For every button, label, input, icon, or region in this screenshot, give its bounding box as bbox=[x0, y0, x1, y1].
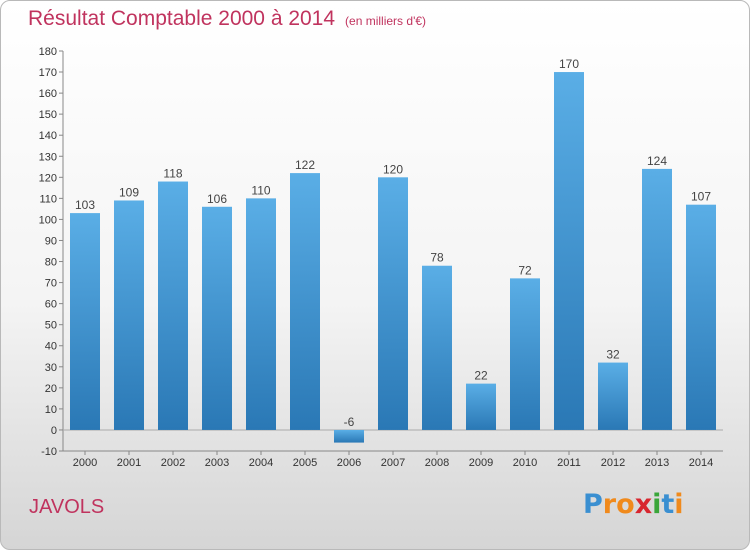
title-unit: (en milliers d'€) bbox=[345, 14, 427, 28]
title-text: Résultat Comptable 2000 à 2014 bbox=[28, 7, 336, 30]
bar-2012[interactable] bbox=[598, 362, 628, 430]
data-label-2002: 118 bbox=[163, 167, 182, 181]
data-label-2014: 107 bbox=[691, 190, 711, 204]
data-label-2003: 106 bbox=[207, 192, 227, 206]
bar-2000[interactable] bbox=[70, 213, 100, 430]
data-label-2006: -6 bbox=[344, 415, 355, 429]
x-tick-label: 2014 bbox=[689, 457, 713, 469]
axes: -10 0 10 20 30 40 50 60 70 80 90 100 110 120 130 140 150… bbox=[39, 46, 723, 469]
chart-title: Résultat Comptable 2000 à 2014 (en millie… bbox=[28, 7, 426, 31]
y-tick-label: 10 bbox=[45, 404, 57, 416]
x-tick-label: 2009 bbox=[469, 457, 493, 469]
bar-2011[interactable] bbox=[554, 72, 584, 430]
bar-2013[interactable] bbox=[642, 168, 672, 430]
bar-2005[interactable] bbox=[290, 173, 320, 430]
x-tick-label: 2008 bbox=[425, 457, 449, 469]
y-tick-label: 170 bbox=[39, 67, 57, 79]
x-tick-label: 2012 bbox=[601, 457, 625, 469]
logo-letter: r bbox=[602, 489, 617, 520]
bar-2014[interactable] bbox=[686, 204, 716, 430]
bar-2009[interactable] bbox=[466, 383, 496, 430]
y-tick-label: 90 bbox=[45, 235, 57, 247]
y-tick-label: -10 bbox=[41, 446, 57, 458]
data-label-2009: 22 bbox=[474, 369, 488, 383]
x-tick-label: 2005 bbox=[293, 457, 317, 469]
bar-2008[interactable] bbox=[422, 265, 452, 430]
data-label-2001: 109 bbox=[119, 185, 139, 199]
logo-letter: x bbox=[634, 489, 653, 520]
data-label-2010: 72 bbox=[518, 263, 532, 277]
bar-2004[interactable] bbox=[246, 198, 276, 430]
bars bbox=[70, 72, 716, 443]
y-tick-label: 20 bbox=[45, 383, 57, 395]
logo-letter: i bbox=[674, 489, 684, 520]
y-tick-label: 120 bbox=[39, 172, 57, 184]
y-tick-label: 160 bbox=[39, 88, 57, 100]
y-tick-label: 180 bbox=[39, 46, 57, 58]
x-tick-label: 2006 bbox=[337, 457, 361, 469]
data-labels: 103 109 118 106 110 122 -6 120 78 22 72 170 32 124 107 bbox=[75, 57, 711, 429]
commune-name: JAVOLS bbox=[29, 496, 105, 518]
y-tick-label: 0 bbox=[51, 425, 57, 437]
data-label-2007: 120 bbox=[383, 162, 403, 176]
logo-letter: P bbox=[583, 489, 603, 520]
y-tick-label: 80 bbox=[45, 257, 57, 269]
bar-2006[interactable] bbox=[334, 429, 364, 443]
x-tick-label: 2013 bbox=[645, 457, 669, 469]
logo-letter: i bbox=[652, 489, 662, 520]
data-label-2000: 103 bbox=[75, 198, 95, 212]
y-tick-label: 30 bbox=[45, 362, 57, 374]
x-tick-label: 2001 bbox=[117, 457, 141, 469]
y-tick-label: 60 bbox=[45, 299, 57, 311]
data-label-2013: 124 bbox=[647, 154, 667, 168]
x-tick-label: 2003 bbox=[205, 457, 229, 469]
bar-2001[interactable] bbox=[114, 200, 144, 430]
data-label-2011: 170 bbox=[559, 57, 579, 71]
data-label-2012: 32 bbox=[606, 348, 620, 362]
bar-2007[interactable] bbox=[378, 177, 408, 430]
bar-2002[interactable] bbox=[158, 181, 188, 430]
y-tick-label: 70 bbox=[45, 278, 57, 290]
x-tick-label: 2011 bbox=[557, 457, 581, 469]
x-tick-label: 2000 bbox=[73, 457, 97, 469]
y-tick-label: 40 bbox=[45, 341, 57, 353]
proxiti-logo[interactable]: Proxiti bbox=[583, 489, 684, 520]
data-label-2004: 110 bbox=[251, 183, 270, 197]
bar-2010[interactable] bbox=[510, 278, 540, 430]
data-label-2005: 122 bbox=[295, 158, 315, 172]
bar-2003[interactable] bbox=[202, 206, 232, 430]
x-tick-label: 2007 bbox=[381, 457, 405, 469]
logo-letter: t bbox=[661, 489, 675, 520]
y-tick-label: 130 bbox=[39, 151, 57, 163]
y-tick-label: 140 bbox=[39, 130, 57, 142]
x-tick-label: 2004 bbox=[249, 457, 273, 469]
x-tick-label: 2010 bbox=[513, 457, 537, 469]
y-tick-label: 50 bbox=[45, 320, 57, 332]
y-tick-label: 110 bbox=[39, 193, 57, 205]
y-tick-label: 150 bbox=[39, 109, 57, 121]
logo-letter: o bbox=[616, 489, 635, 520]
data-label-2008: 78 bbox=[430, 251, 444, 265]
x-tick-label: 2002 bbox=[161, 457, 185, 469]
y-tick-label: 100 bbox=[39, 214, 57, 226]
